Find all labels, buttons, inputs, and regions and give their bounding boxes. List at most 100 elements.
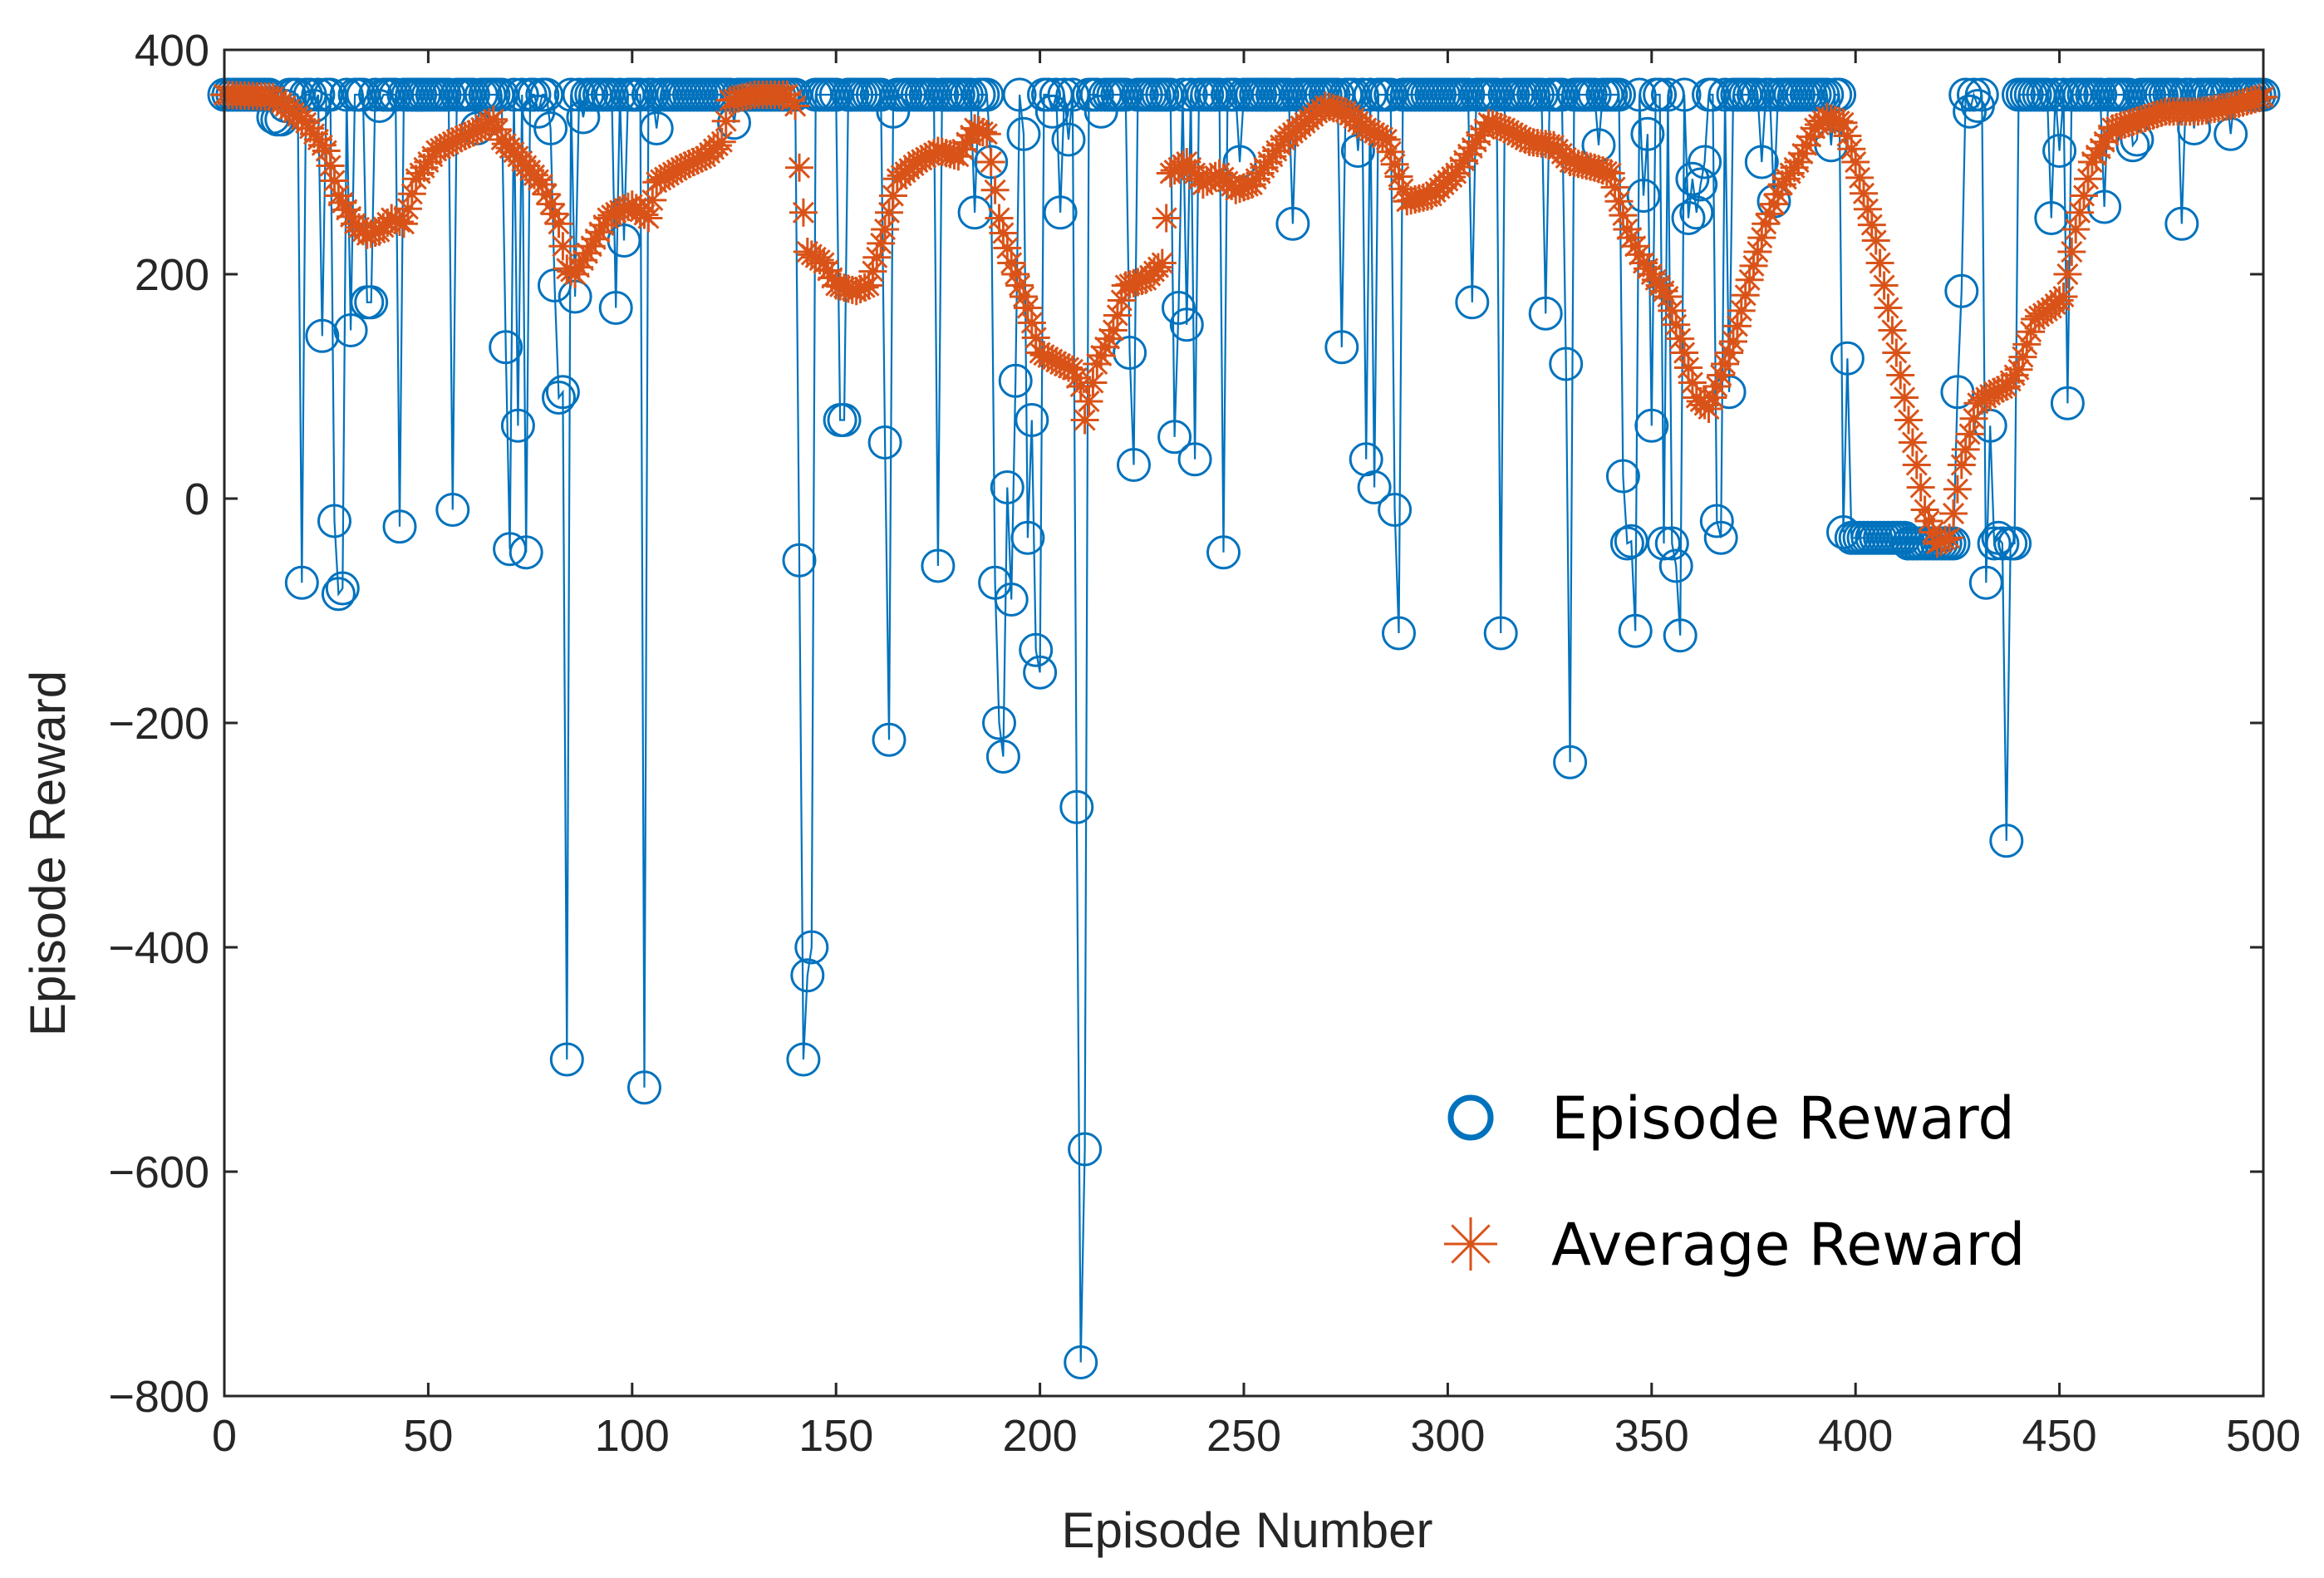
average-reward-point — [1038, 345, 1067, 374]
average-reward-point — [434, 130, 463, 159]
legend-episode-label: Episode Reward — [1551, 1084, 2015, 1153]
average-reward-point-shape — [2049, 283, 2078, 311]
average-reward-point-shape — [871, 215, 900, 243]
average-reward-point — [1865, 248, 1894, 278]
average-reward-point-shape — [1719, 327, 1747, 356]
average-reward-point — [785, 153, 813, 182]
average-reward-point-shape — [1722, 312, 1752, 341]
episode-reward-point — [566, 100, 601, 135]
average-reward-point — [878, 181, 907, 210]
average-reward-point — [871, 215, 900, 243]
average-reward-point — [1833, 121, 1862, 150]
average-reward-point-shape — [1833, 121, 1862, 150]
average-reward-point — [540, 199, 569, 229]
average-reward-point-shape — [430, 132, 459, 161]
average-reward-point-shape — [1470, 115, 1499, 144]
average-reward-point — [980, 175, 1010, 204]
episode-reward-point — [1618, 613, 1653, 648]
average-reward-point-shape — [1927, 527, 1956, 556]
average-reward-point-shape — [1604, 187, 1634, 216]
average-reward-point-shape — [1898, 428, 1927, 457]
average-reward-point-shape — [1698, 383, 1727, 412]
average-reward-point-shape — [1882, 338, 1911, 367]
average-reward-point-shape — [422, 136, 451, 165]
average-reward-point — [2053, 260, 2082, 288]
average-reward-point — [707, 127, 736, 156]
episode-reward-point — [921, 548, 956, 583]
average-reward-point — [968, 118, 997, 146]
average-reward-point — [1670, 338, 1699, 367]
episode-reward-point — [1985, 526, 2020, 561]
average-reward-point — [1662, 310, 1691, 339]
average-reward-point-shape — [1857, 210, 1886, 239]
average-reward-point — [1850, 179, 1878, 208]
average-reward-point-shape — [1674, 353, 1702, 382]
average-reward-point-shape — [1580, 153, 1609, 182]
episode-reward-point — [2087, 189, 2122, 224]
average-reward-point — [638, 185, 667, 214]
average-reward-point — [568, 246, 597, 275]
average-reward-point-shape — [1376, 137, 1405, 166]
average-reward-point-shape — [1368, 123, 1397, 152]
average-reward-point — [687, 144, 716, 173]
average-reward-point-shape — [862, 243, 892, 272]
average-reward-point — [1617, 224, 1646, 253]
average-reward-point — [1825, 107, 1854, 136]
average-reward-point — [1107, 286, 1136, 315]
average-reward-point-shape — [1886, 361, 1915, 390]
average-reward-point-shape — [1617, 224, 1646, 253]
average-reward-point-shape — [1029, 341, 1059, 370]
average-reward-point — [1486, 112, 1516, 141]
average-reward-point-shape — [446, 123, 475, 152]
episode-reward-point — [493, 532, 528, 567]
episode-reward-point — [1043, 195, 1078, 230]
average-reward-point-shape — [985, 204, 1014, 233]
episode-reward-point — [1169, 307, 1204, 342]
average-reward-point — [1927, 527, 1956, 556]
average-reward-point — [1511, 125, 1540, 154]
episode-reward-point — [827, 403, 862, 437]
average-reward-point-shape — [1356, 116, 1385, 145]
average-reward-point-shape — [1621, 232, 1650, 261]
average-reward-point — [1491, 114, 1520, 143]
average-reward-point — [1658, 296, 1687, 325]
average-reward-point — [1495, 116, 1523, 145]
average-reward-point-shape — [1091, 332, 1120, 361]
average-reward-point-shape — [1959, 404, 1988, 433]
episode-reward-point — [1382, 616, 1416, 651]
average-reward-point-shape — [1498, 118, 1527, 147]
average-reward-point — [2110, 110, 2140, 139]
average-reward-point — [585, 218, 614, 247]
episode-reward-point — [1113, 336, 1147, 370]
average-reward-point — [1923, 529, 1952, 558]
episode-reward-point — [1667, 77, 1702, 112]
average-reward-point — [561, 260, 590, 288]
average-reward-point — [1857, 210, 1886, 239]
episode-reward-point — [974, 145, 1009, 179]
average-reward-point — [679, 148, 708, 176]
average-reward-point — [961, 114, 990, 143]
average-reward-point — [2118, 107, 2147, 136]
average-reward-point — [842, 277, 871, 306]
average-reward-point-shape — [1042, 347, 1071, 376]
average-reward-point-shape — [1931, 525, 1960, 554]
average-reward-point-shape — [666, 153, 695, 182]
average-reward-point-shape — [2017, 317, 2046, 347]
average-reward-point — [1698, 383, 1727, 412]
average-reward-point — [1001, 260, 1030, 288]
average-reward-point-shape — [789, 198, 818, 227]
average-reward-point — [989, 219, 1018, 248]
average-reward-point — [2135, 102, 2164, 131]
average-reward-point-shape — [377, 204, 406, 233]
average-reward-point-shape — [1025, 338, 1054, 367]
legend-asterisk-icon — [1444, 1217, 1497, 1271]
average-reward-point — [1380, 150, 1409, 179]
x-tick-label: 250 — [1206, 1411, 1281, 1461]
episode-reward-point — [435, 493, 470, 527]
average-reward-point-shape — [1457, 134, 1486, 163]
average-reward-point-shape — [916, 140, 945, 170]
average-reward-point-shape — [1902, 450, 1931, 479]
average-reward-point — [1812, 103, 1841, 131]
average-reward-point-shape — [878, 181, 907, 210]
average-reward-point-shape — [2110, 110, 2140, 139]
